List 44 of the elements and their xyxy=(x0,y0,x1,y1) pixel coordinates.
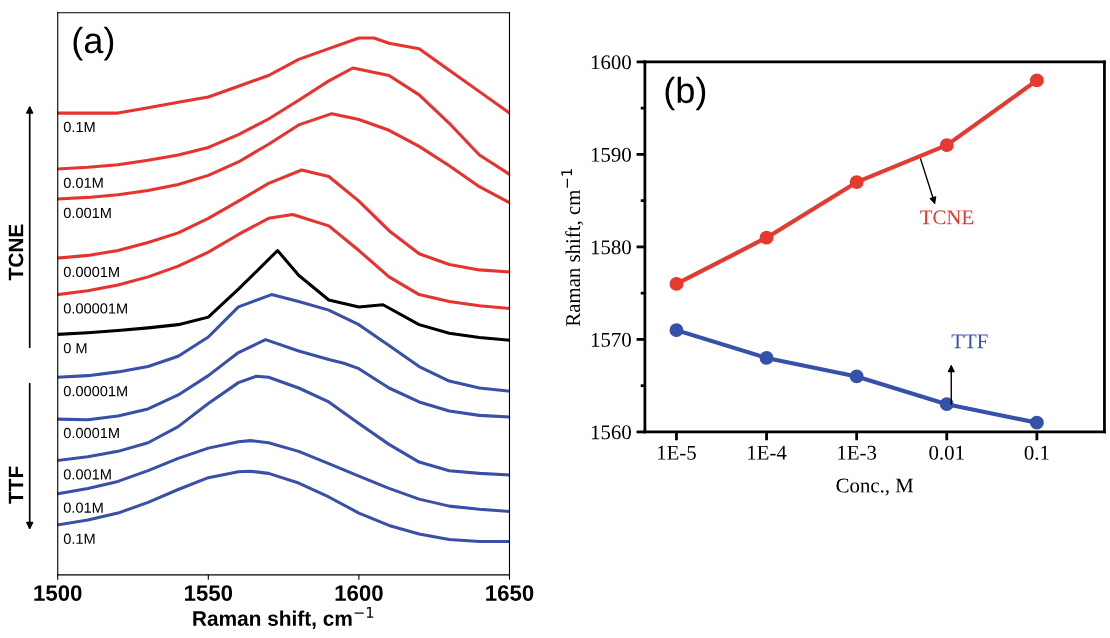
x-tick-label: 1E-4 xyxy=(748,445,787,460)
y-tick-label: 1560 xyxy=(591,425,631,440)
series-label: 0.00001M xyxy=(63,303,127,314)
x-tick-label: 1E-3 xyxy=(838,445,877,460)
x-axis-title: Raman shift, cm$^{−1}$ xyxy=(193,607,374,629)
series-label: 0.01M xyxy=(63,177,103,188)
chart-title: (b) xyxy=(665,76,706,111)
point xyxy=(849,369,864,384)
series-label: 0.0001M xyxy=(63,427,119,439)
y-tick-label: 1590 xyxy=(591,147,631,162)
series-label: 0.01M xyxy=(63,502,103,513)
point xyxy=(939,397,954,412)
y-axis-title: Raman shift, cm$^{−1}$ xyxy=(561,169,584,327)
point xyxy=(669,323,684,338)
series-label: 0.1M xyxy=(63,533,95,544)
point xyxy=(1029,415,1044,430)
x-tick-label: 1600 xyxy=(335,585,383,601)
point xyxy=(669,276,684,291)
x-axis-title: Conc., M xyxy=(836,478,914,496)
point xyxy=(759,230,774,245)
x-tick-label: 1E-5 xyxy=(658,445,696,460)
x-tick-label: 0.01 xyxy=(929,445,964,460)
y-tick-label: 1570 xyxy=(591,332,631,347)
x-tick-label: 1650 xyxy=(486,585,534,601)
y-tick-label: 1600 xyxy=(591,55,631,70)
series-label: 0.1M xyxy=(63,121,95,133)
chart-title: (a) xyxy=(73,26,114,61)
point xyxy=(1029,73,1044,88)
x-tick-label: 0.1 xyxy=(1024,445,1049,460)
series-label: 0.001M xyxy=(63,469,111,480)
x-tick-label: 1550 xyxy=(184,585,233,601)
point xyxy=(759,350,774,365)
series-label: 0.00001M xyxy=(63,385,127,397)
point xyxy=(849,175,864,190)
series-label: 0 M xyxy=(63,343,87,354)
y-tick-label: 1580 xyxy=(591,240,631,255)
text: TTF xyxy=(951,334,988,349)
x-tick-label: 1500 xyxy=(34,585,82,601)
text: TCNE xyxy=(920,210,974,225)
series-label: 0.0001M xyxy=(63,266,119,278)
text: TTF xyxy=(8,466,24,504)
series-label: 0.001M xyxy=(63,207,111,219)
text: TCNE xyxy=(8,224,24,281)
point xyxy=(939,138,954,153)
